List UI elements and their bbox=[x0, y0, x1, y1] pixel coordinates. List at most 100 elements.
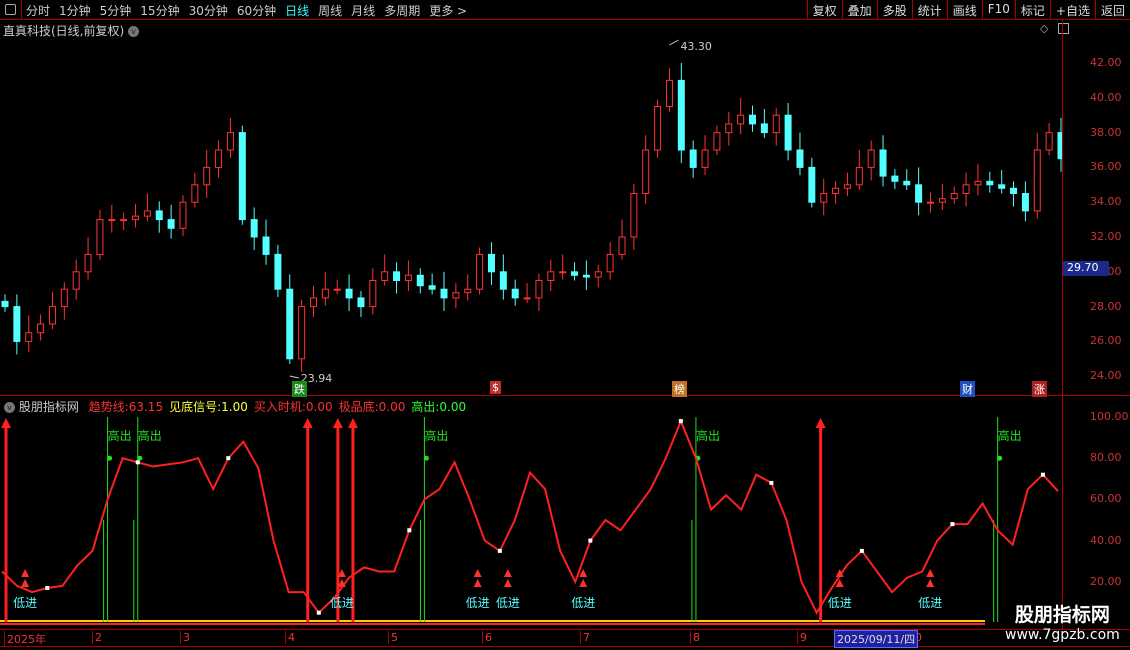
candle-body bbox=[606, 253, 614, 273]
trend-line bbox=[1, 418, 1059, 615]
toolbar-button[interactable]: 统计 bbox=[911, 0, 947, 20]
toolbar-button[interactable]: 多股 bbox=[876, 0, 912, 20]
candle-body bbox=[345, 288, 353, 299]
candle-body bbox=[428, 285, 436, 290]
toolbar-button[interactable]: 标记 bbox=[1014, 0, 1050, 20]
indicator-tick: 20.00 bbox=[1090, 574, 1122, 588]
candle-body bbox=[1021, 193, 1029, 212]
buy-arrow-icon bbox=[332, 418, 343, 428]
period-tabs: 分时 1分钟 5分钟 15分钟 30分钟 60分钟 日线 周线 月线 多周期 更多 > bbox=[26, 2, 467, 19]
diamond-icon[interactable]: ◇ bbox=[1040, 22, 1049, 35]
candle-body bbox=[737, 114, 745, 125]
period-tab[interactable]: 日线 bbox=[285, 4, 310, 18]
low-arrow-icon bbox=[337, 569, 346, 577]
toolbar-button[interactable]: 叠加 bbox=[841, 0, 877, 20]
toolbar-button[interactable]: +自选 bbox=[1049, 0, 1095, 20]
candle-body bbox=[559, 271, 567, 274]
candle-body bbox=[891, 175, 899, 182]
trend-point bbox=[859, 548, 864, 553]
high-pointer bbox=[669, 39, 679, 46]
low-arrow-icon bbox=[835, 569, 844, 577]
toolbar-button[interactable]: F10 bbox=[981, 0, 1015, 20]
toolbar-button[interactable]: 画线 bbox=[946, 0, 982, 20]
candle-body bbox=[511, 288, 519, 299]
candle-body bbox=[476, 253, 484, 290]
candle-body bbox=[867, 149, 875, 168]
candle-body bbox=[72, 271, 80, 290]
panel-icon[interactable] bbox=[1058, 23, 1069, 34]
price-tick: 36.00 bbox=[1090, 160, 1122, 174]
period-tab[interactable]: 60分钟 bbox=[236, 4, 277, 18]
indicator-tick: 60.00 bbox=[1090, 492, 1122, 506]
buy-arrow-icon bbox=[302, 418, 313, 428]
high-signal-dot bbox=[423, 455, 429, 461]
price-tick: 40.00 bbox=[1090, 90, 1122, 104]
sidebar-toggle-button[interactable] bbox=[0, 0, 22, 20]
candle-body bbox=[120, 219, 128, 222]
event-marker[interactable]: 榜 bbox=[672, 381, 687, 397]
candle-body bbox=[333, 288, 341, 291]
period-tab[interactable]: 多周期 bbox=[384, 4, 421, 18]
event-marker[interactable]: 财 bbox=[960, 381, 975, 397]
low-arrow-icon bbox=[337, 579, 346, 587]
candle-body bbox=[701, 149, 709, 168]
candle-body bbox=[37, 323, 45, 334]
chevron-down-icon[interactable]: v bbox=[128, 26, 140, 37]
toolbar-button[interactable]: 返回 bbox=[1094, 0, 1130, 20]
date-tick: 5 bbox=[388, 631, 398, 644]
trend-point bbox=[678, 419, 683, 424]
trend-point bbox=[950, 522, 955, 527]
period-tab[interactable]: 15分钟 bbox=[140, 4, 180, 18]
event-marker[interactable]: $ bbox=[490, 381, 501, 394]
toolbar-button[interactable]: 复权 bbox=[806, 0, 842, 20]
watermark: 股朋指标网 www.7gpzb.com bbox=[1005, 600, 1120, 643]
low-arrow-icon bbox=[835, 579, 844, 587]
chevron-down-icon[interactable]: v bbox=[4, 402, 15, 413]
candle-body bbox=[143, 210, 151, 217]
candle-body bbox=[938, 198, 946, 203]
candle-body bbox=[250, 219, 258, 238]
event-marker[interactable]: 涨 bbox=[1032, 381, 1047, 397]
field-label: 高出: bbox=[411, 400, 440, 414]
low-price-label: 23.94 bbox=[301, 372, 333, 385]
low-arrow-icon bbox=[926, 569, 935, 577]
period-tab[interactable]: 更多 > bbox=[429, 4, 468, 18]
trend-point bbox=[316, 610, 321, 615]
field-label: 买入时机: bbox=[253, 400, 306, 414]
candle-body bbox=[654, 106, 662, 151]
candle-body bbox=[381, 271, 389, 281]
candle-body bbox=[642, 149, 650, 194]
date-tick: 2025年 bbox=[4, 631, 46, 647]
trend-point bbox=[226, 456, 231, 461]
price-tick: 34.00 bbox=[1090, 195, 1122, 209]
indicator-name[interactable]: 股朋指标网 bbox=[18, 400, 79, 414]
candle-body bbox=[215, 149, 223, 168]
period-tab[interactable]: 5分钟 bbox=[99, 4, 132, 18]
stock-title[interactable]: 直真科技(日线,前复权) v bbox=[3, 22, 140, 39]
period-tab[interactable]: 1分钟 bbox=[59, 4, 91, 18]
candle-body bbox=[1033, 149, 1041, 212]
low-signal-label: 低进 bbox=[828, 596, 852, 610]
event-marker[interactable]: 跌 bbox=[292, 381, 307, 397]
high-signal-label: 高出 bbox=[108, 428, 132, 443]
trend-point bbox=[588, 538, 593, 543]
indicator-field: 见底信号:1.00 bbox=[169, 400, 248, 414]
period-tab[interactable]: 周线 bbox=[318, 4, 343, 18]
candle-body bbox=[84, 253, 92, 273]
candle-body bbox=[96, 219, 104, 255]
candle-body bbox=[523, 297, 531, 300]
period-tab[interactable]: 分时 bbox=[26, 4, 51, 18]
high-price-label: 43.30 bbox=[680, 40, 712, 53]
period-tab[interactable]: 月线 bbox=[351, 4, 376, 18]
candle-body bbox=[796, 149, 804, 168]
field-value: 0.00 bbox=[439, 400, 467, 414]
low-signal-label: 低进 bbox=[466, 596, 490, 610]
period-tab[interactable]: 30分钟 bbox=[188, 4, 228, 18]
indicator-field: 高出:0.00 bbox=[411, 400, 466, 414]
trend-point bbox=[769, 480, 774, 485]
candle-body bbox=[1, 300, 9, 308]
price-tick: 38.00 bbox=[1090, 125, 1122, 139]
candle-body bbox=[1057, 132, 1062, 160]
top-toolbar: 分时 1分钟 5分钟 15分钟 30分钟 60分钟 日线 周线 月线 多周期 更多 > 复权 叠加 多股… bbox=[0, 0, 1130, 20]
